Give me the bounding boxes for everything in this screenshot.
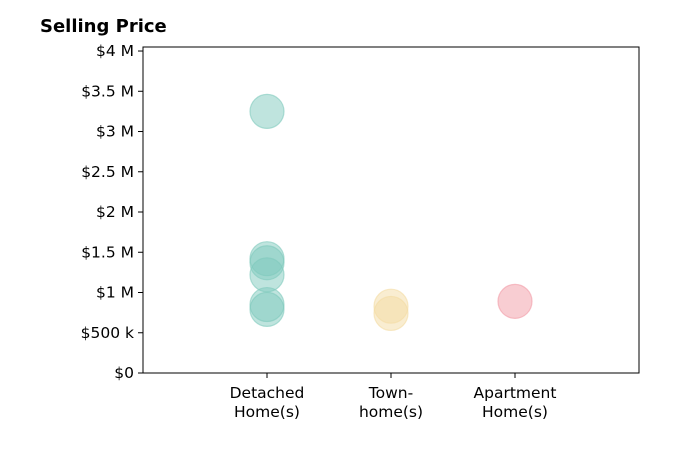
data-point: [249, 257, 285, 293]
y-axis: $0 $500 k $1 M $1.5 M $2 M $2.5 M $3 M $3.5 M $4…: [81, 42, 143, 382]
x-tick-label: Apartment: [474, 384, 557, 402]
x-tick-label: Home(s): [482, 403, 548, 421]
chart-title: Selling Price: [40, 16, 167, 37]
y-tick-label: $500 k: [81, 324, 134, 342]
y-tick-label: $2 M: [96, 203, 134, 221]
data-point: [249, 93, 285, 129]
data-points: [249, 93, 533, 332]
x-tick-label: Detached: [230, 384, 305, 402]
data-point: [373, 295, 409, 332]
data-point: [497, 283, 533, 319]
x-tick-label: Town-: [368, 384, 413, 402]
y-tick-label: $2.5 M: [81, 163, 134, 181]
y-tick-label: $4 M: [96, 42, 134, 60]
y-tick-label: $0: [114, 364, 134, 382]
data-point: [249, 291, 285, 328]
y-tick-label: $3 M: [96, 123, 134, 141]
y-tick-label: $3.5 M: [81, 82, 134, 100]
x-tick-label: Home(s): [234, 403, 300, 421]
x-tick-label: home(s): [359, 403, 423, 421]
x-axis: DetachedHome(s)Town-home(s)ApartmentHome…: [230, 373, 557, 421]
y-tick-label: $1 M: [96, 284, 134, 302]
y-tick-label: $1.5 M: [81, 243, 134, 261]
